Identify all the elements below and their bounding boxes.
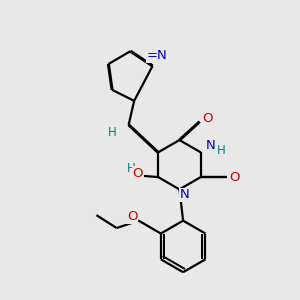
Text: O: O [127,211,137,224]
Text: H: H [127,163,136,176]
Text: H: H [217,144,225,157]
Text: O: O [133,167,143,180]
Text: =N: =N [147,49,167,62]
Text: H: H [108,126,116,139]
Text: N: N [180,188,190,201]
Text: O: O [230,171,240,184]
Text: O: O [202,112,213,125]
Text: N: N [206,139,216,152]
